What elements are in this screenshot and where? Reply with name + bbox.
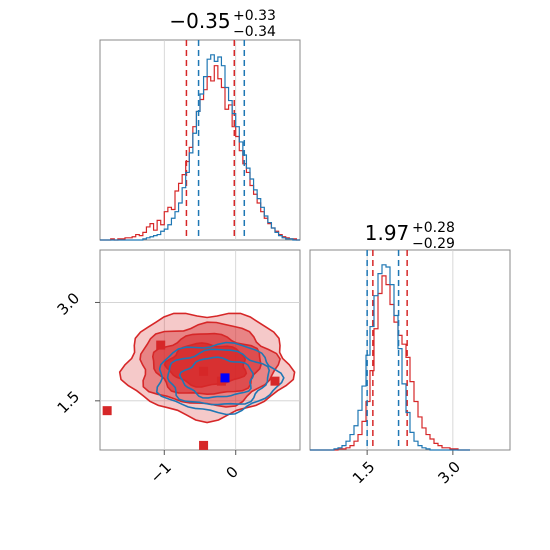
joint-plot-area	[100, 250, 300, 450]
marginal-param-1-frame	[99, 39, 301, 241]
joint-contour-level	[155, 341, 285, 416]
joint-marker	[199, 440, 209, 450]
marginal-histogram-param-2: 1.97 +0.28 −0.29 1.5 3.0	[309, 220, 511, 488]
marginal-param-1-title: −0.35	[169, 9, 230, 33]
joint-marker	[270, 376, 280, 386]
joint-panel-frame	[99, 249, 301, 451]
marginal-param-1-series-line	[100, 65, 300, 241]
joint-y-tick-label: 3.0	[54, 289, 84, 319]
joint-x-tick-label: −1	[147, 458, 175, 486]
marginal-param-2-series-line	[310, 275, 470, 451]
joint-contour-level	[166, 348, 271, 406]
joint-marker	[220, 373, 230, 383]
marginal-param-1-title-sup: +0.33	[233, 8, 276, 24]
marginal-param-1-title-sub: −0.34	[233, 24, 276, 40]
marginal-param-2-series-line	[310, 264, 470, 451]
marginal-param-2-frame	[309, 249, 511, 451]
marginal-param-1-series-line	[100, 54, 300, 241]
joint-marker	[156, 340, 166, 350]
joint-contour-panel: −1 0 1.5 3.0	[54, 249, 301, 487]
joint-y-tick-label: 1.5	[54, 387, 84, 417]
joint-contour-level	[178, 356, 255, 399]
joint-marker	[199, 366, 209, 376]
joint-marker	[102, 406, 112, 416]
marginal-param-2-x-tick-label: 3.0	[435, 458, 465, 488]
marginal-histogram-param-1: −0.35 +0.33 −0.34	[99, 8, 301, 241]
joint-x-tick-label: 0	[222, 463, 241, 482]
marginal-param-2-x-tick-label: 1.5	[349, 458, 379, 488]
marginal-param-2-title-sup: +0.28	[412, 220, 455, 236]
marginal-param-2-title-sub: −0.29	[412, 236, 455, 252]
marginal-param-2-title: 1.97	[365, 221, 410, 245]
